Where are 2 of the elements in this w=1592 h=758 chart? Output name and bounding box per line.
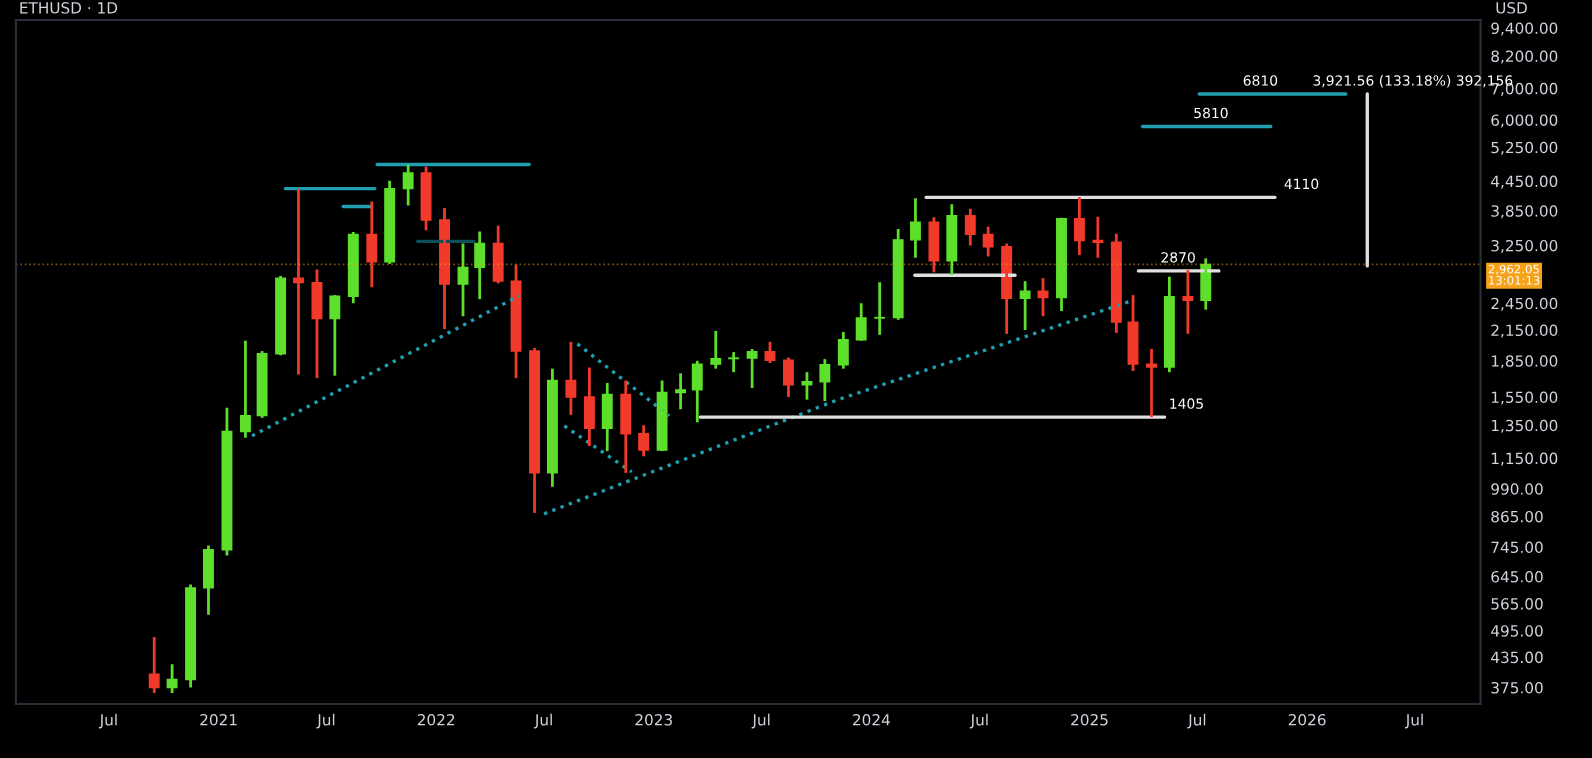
candlestick [801,370,813,402]
candlestick [1146,347,1157,419]
